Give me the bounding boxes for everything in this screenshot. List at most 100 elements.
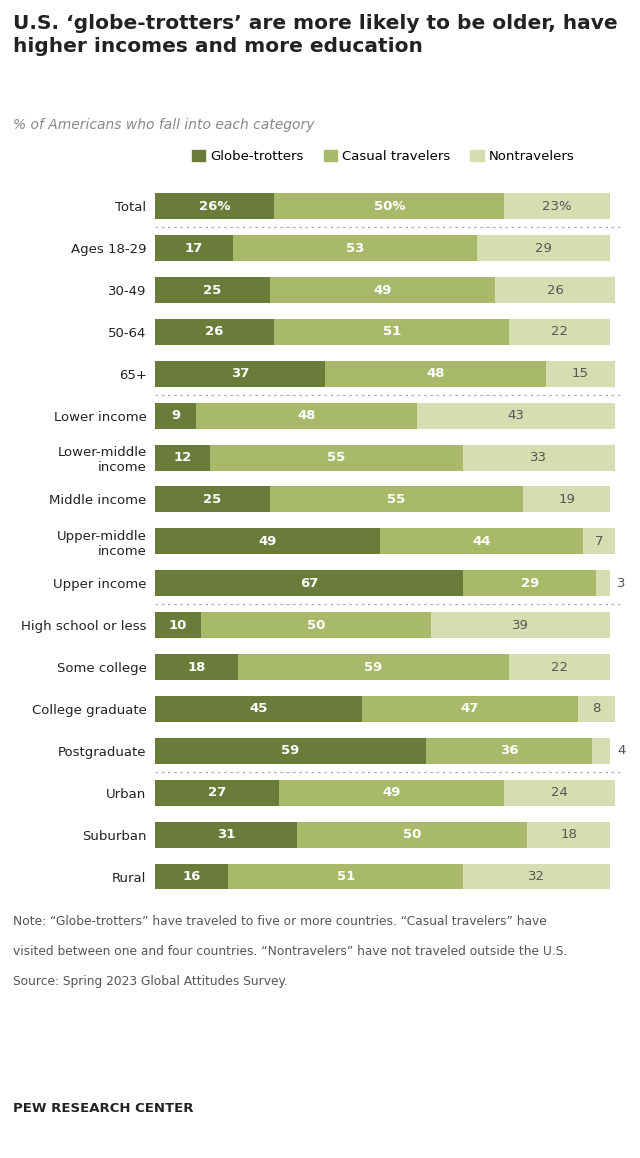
Text: 31: 31 [217, 828, 236, 841]
Text: 16: 16 [182, 870, 201, 884]
Bar [596, 570, 610, 596]
Bar [155, 235, 233, 261]
Bar [155, 361, 325, 387]
Bar [155, 779, 279, 806]
Text: 9: 9 [171, 409, 180, 423]
Bar [155, 864, 228, 889]
Text: 8: 8 [592, 703, 600, 716]
Text: visited between one and four countries. “Nontravelers” have not traveled outside: visited between one and four countries. … [13, 945, 567, 958]
Bar [325, 361, 546, 387]
Bar [155, 486, 270, 513]
Text: 7: 7 [595, 535, 603, 548]
Bar [279, 779, 504, 806]
Text: 36: 36 [500, 745, 518, 757]
Text: 15: 15 [572, 367, 589, 380]
Bar [228, 864, 463, 889]
Bar [592, 738, 610, 764]
Text: 25: 25 [204, 493, 221, 506]
Bar [463, 864, 610, 889]
Bar [523, 486, 610, 513]
Text: 50%: 50% [374, 199, 405, 213]
Text: 59: 59 [364, 660, 383, 674]
Text: 26: 26 [547, 284, 563, 296]
Text: 45: 45 [249, 703, 268, 716]
Bar [426, 738, 592, 764]
Bar [463, 570, 596, 596]
Bar [362, 696, 578, 721]
Text: 24: 24 [551, 786, 568, 799]
Text: 43: 43 [508, 409, 524, 423]
Text: 55: 55 [328, 452, 346, 464]
Text: 33: 33 [531, 452, 547, 464]
Bar [155, 613, 201, 638]
Bar [431, 613, 610, 638]
Bar [275, 193, 504, 219]
Bar [546, 361, 615, 387]
Bar [495, 277, 615, 303]
Bar [298, 822, 527, 848]
Bar [509, 318, 610, 345]
Bar [201, 613, 431, 638]
Bar [155, 403, 196, 428]
Text: 29: 29 [520, 577, 539, 589]
Text: 32: 32 [528, 870, 545, 884]
Bar [463, 445, 615, 470]
Bar [155, 738, 426, 764]
Legend: Globe-trotters, Casual travelers, Nontravelers: Globe-trotters, Casual travelers, Nontra… [187, 145, 580, 168]
Bar [275, 318, 509, 345]
Bar [380, 528, 582, 555]
Text: 44: 44 [472, 535, 491, 548]
Bar [155, 570, 463, 596]
Text: 39: 39 [512, 618, 529, 631]
Text: 18: 18 [561, 828, 577, 841]
Text: 19: 19 [558, 493, 575, 506]
Text: 47: 47 [461, 703, 479, 716]
Text: 4: 4 [617, 745, 625, 757]
Bar [527, 822, 610, 848]
Text: 51: 51 [337, 870, 355, 884]
Text: 26%: 26% [199, 199, 230, 213]
Bar [417, 403, 615, 428]
Text: Note: “Globe-trotters” have traveled to five or more countries. “Casual traveler: Note: “Globe-trotters” have traveled to … [13, 915, 547, 928]
Bar [155, 654, 237, 680]
Bar [155, 528, 380, 555]
Text: 49: 49 [259, 535, 276, 548]
Bar [155, 277, 270, 303]
Bar [582, 528, 615, 555]
Text: 67: 67 [300, 577, 318, 589]
Bar [504, 193, 610, 219]
Text: 55: 55 [387, 493, 406, 506]
Text: 50: 50 [307, 618, 325, 631]
Text: % of Americans who fall into each category: % of Americans who fall into each catego… [13, 118, 314, 132]
Bar [233, 235, 477, 261]
Text: PEW RESEARCH CENTER: PEW RESEARCH CENTER [13, 1102, 193, 1115]
Text: 23%: 23% [543, 199, 572, 213]
Bar [155, 445, 210, 470]
Bar [578, 696, 615, 721]
Text: U.S. ‘globe-trotters’ are more likely to be older, have
higher incomes and more : U.S. ‘globe-trotters’ are more likely to… [13, 14, 618, 57]
Text: Source: Spring 2023 Global Attitudes Survey.: Source: Spring 2023 Global Attitudes Sur… [13, 975, 287, 988]
Text: 22: 22 [551, 325, 568, 338]
Text: 26: 26 [205, 325, 224, 338]
Text: 10: 10 [169, 618, 187, 631]
Text: 18: 18 [187, 660, 205, 674]
Text: 37: 37 [231, 367, 249, 380]
Bar [270, 277, 495, 303]
Bar [237, 654, 509, 680]
Text: 53: 53 [346, 242, 364, 255]
Bar [155, 696, 362, 721]
Text: 22: 22 [551, 660, 568, 674]
Text: 17: 17 [185, 242, 203, 255]
Bar [477, 235, 610, 261]
Bar [155, 822, 298, 848]
Bar [210, 445, 463, 470]
Bar [509, 654, 610, 680]
Text: 49: 49 [373, 284, 392, 296]
Text: 3: 3 [617, 577, 626, 589]
Text: 59: 59 [282, 745, 300, 757]
Bar [504, 779, 615, 806]
Text: 12: 12 [173, 452, 191, 464]
Text: 51: 51 [383, 325, 401, 338]
Text: 29: 29 [535, 242, 552, 255]
Text: 25: 25 [204, 284, 221, 296]
